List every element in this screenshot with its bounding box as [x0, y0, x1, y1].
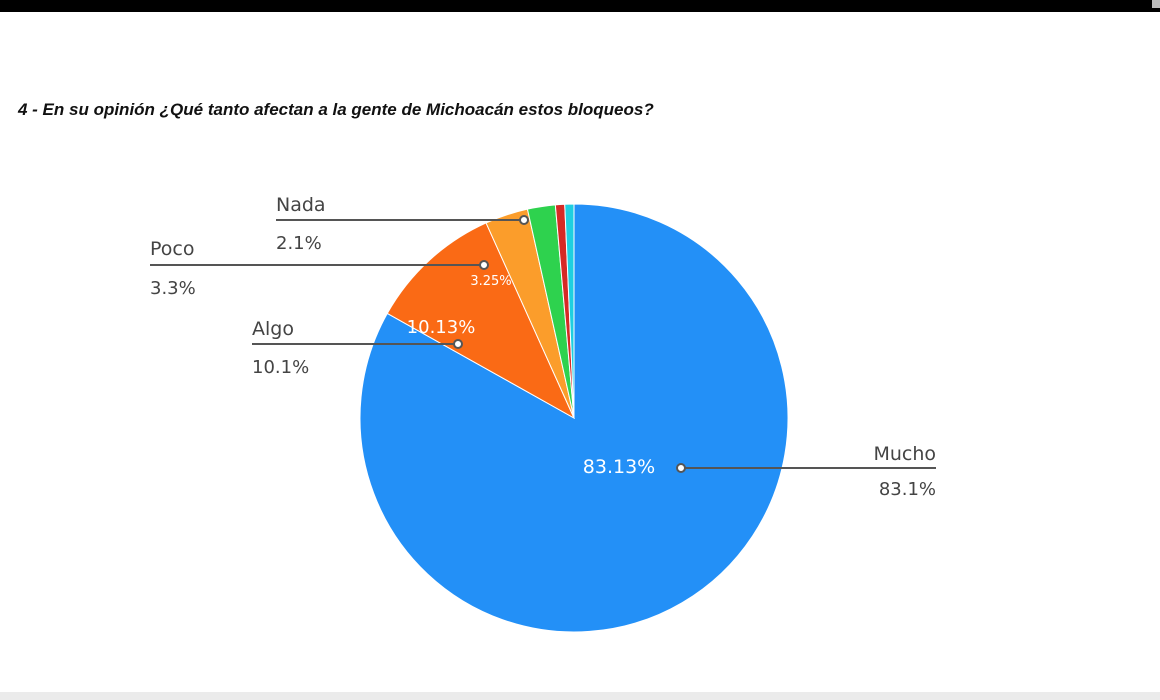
slice-label-algo: 10.13%: [407, 317, 476, 338]
pie-slice-algo: [386, 222, 576, 420]
callout-value-poco: 3.3%: [150, 278, 196, 299]
callout-label-mucho: Mucho: [873, 443, 936, 465]
callout-dot-nada: [519, 215, 529, 225]
callout-label-algo: Algo: [252, 318, 294, 340]
callout-dot-mucho: [676, 463, 686, 473]
callout-dot-poco: [479, 260, 489, 270]
callout-label-poco: Poco: [150, 238, 194, 260]
callout-value-nada: 2.1%: [276, 233, 322, 254]
slice-label-poco: 3.25%: [470, 274, 511, 289]
pie-slice-other-5: [564, 203, 575, 419]
slice-label-mucho: 83.13%: [583, 456, 655, 478]
callout-value-mucho: 83.1%: [879, 479, 936, 500]
question-title: 4 - En su opinión ¿Qué tanto afectan a l…: [18, 100, 654, 119]
top-bar: [0, 0, 1160, 12]
callout-label-nada: Nada: [276, 194, 326, 216]
bottom-bar: [0, 692, 1160, 700]
callout-value-algo: 10.1%: [252, 357, 309, 378]
corner-mark: [1152, 0, 1160, 8]
pie-slice-mucho: [359, 203, 789, 633]
callout-dot-algo: [453, 339, 463, 349]
